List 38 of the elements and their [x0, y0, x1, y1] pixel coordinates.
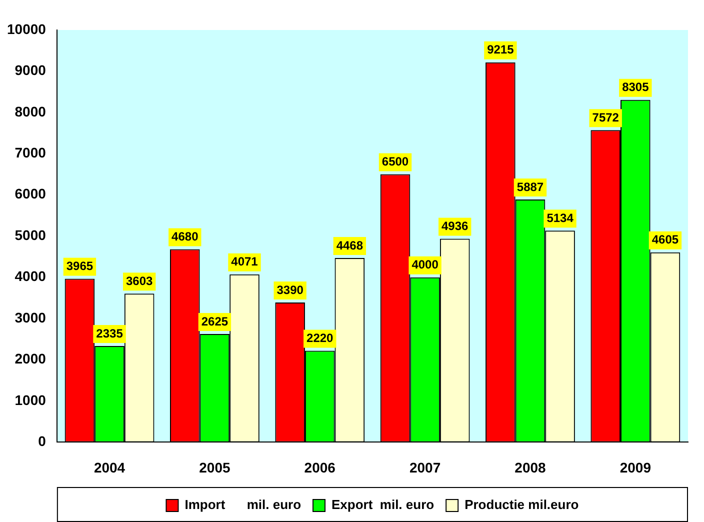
x-tick-label: 2004: [94, 459, 126, 476]
data-label: 3965: [66, 259, 94, 274]
x-tick-label: 2005: [199, 459, 230, 476]
data-label: 4071: [231, 254, 258, 269]
data-label: 3390: [276, 282, 304, 297]
data-label: 4680: [172, 230, 199, 244]
legend-label: Import mil. euro: [184, 497, 302, 512]
legend-label: Productie mil.euro: [464, 497, 579, 512]
x-tick-label: 2007: [409, 459, 441, 476]
data-label: 3603: [126, 274, 153, 288]
y-tick-label: 10000: [6, 20, 46, 37]
data-label: 8305: [622, 80, 650, 94]
y-tick-label: 2000: [14, 350, 46, 367]
data-label: 4000: [412, 258, 439, 272]
data-label: 5134: [546, 210, 574, 225]
y-tick-label: 7000: [14, 144, 46, 161]
y-tick-label: 5000: [14, 226, 46, 243]
x-tick-label: 2006: [304, 459, 336, 476]
data-label: 2335: [96, 326, 124, 340]
x-tick-label: 2009: [620, 459, 652, 476]
data-label: 5887: [516, 180, 544, 194]
y-tick-label: 0: [38, 433, 46, 450]
data-label: 4605: [652, 232, 679, 247]
data-label: 6500: [382, 154, 409, 169]
legend-label: Export mil. euro: [332, 497, 434, 512]
y-tick-label: 6000: [14, 186, 46, 202]
y-tick-label: 9000: [14, 62, 46, 78]
y-tick-label: 1000: [14, 392, 46, 408]
data-label: 4936: [442, 219, 469, 234]
y-tick-label: 8000: [14, 103, 46, 120]
y-tick-label: 3000: [14, 309, 46, 326]
data-label: 7572: [592, 110, 620, 124]
data-label: 2625: [201, 314, 228, 328]
data-label: 2220: [306, 331, 334, 346]
data-label: 9215: [487, 42, 514, 57]
x-tick-label: 2008: [514, 459, 546, 476]
y-tick-label: 4000: [14, 268, 46, 284]
data-label: 4468: [336, 238, 364, 252]
